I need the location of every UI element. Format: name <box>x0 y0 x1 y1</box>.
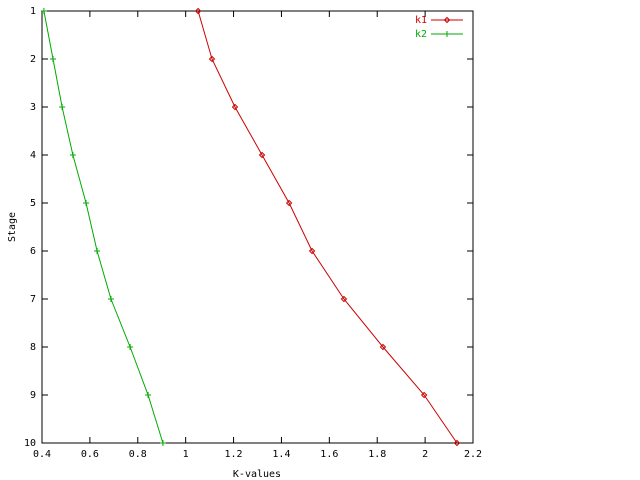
y-tick-label: 5 <box>30 198 36 209</box>
x-tick-label: 2 <box>422 449 428 460</box>
point-marker <box>107 296 114 302</box>
y-tick-label: 8 <box>30 342 36 353</box>
point-marker <box>40 8 47 14</box>
series-line <box>197 10 458 444</box>
point-marker <box>258 151 266 159</box>
legend-label: k2 <box>415 29 427 40</box>
point-marker <box>50 56 57 62</box>
point-marker <box>308 247 316 255</box>
y-tick-label: 1 <box>30 6 36 17</box>
point-marker <box>94 248 101 254</box>
x-tick-label: 1.6 <box>320 449 338 460</box>
y-tick-label: 4 <box>30 150 36 161</box>
y-tick-label: 10 <box>24 438 36 449</box>
legend-label: k1 <box>415 15 427 26</box>
y-axis-label: Stage <box>7 212 18 242</box>
point-marker <box>159 440 166 446</box>
x-tick-label: 0.4 <box>33 449 51 460</box>
y-tick-label: 7 <box>30 294 36 305</box>
point-marker <box>420 391 428 399</box>
y-tick-label: 3 <box>30 102 36 113</box>
series-line <box>43 10 164 444</box>
point-marker <box>127 344 134 350</box>
x-tick-label: 1.2 <box>225 449 243 460</box>
point-marker <box>231 103 239 111</box>
x-tick-label: 0.8 <box>129 449 147 460</box>
point-marker <box>453 439 461 447</box>
point-marker <box>379 343 387 351</box>
plot-border <box>41 10 474 444</box>
point-marker <box>59 104 66 110</box>
point-marker <box>208 55 216 63</box>
legend-marker <box>444 31 450 37</box>
point-marker <box>285 199 293 207</box>
x-axis-label: K-values <box>233 469 281 480</box>
y-tick-label: 2 <box>30 54 36 65</box>
x-tick-label: 1.8 <box>368 449 386 460</box>
y-tick-label: 9 <box>30 390 36 401</box>
point-marker <box>194 7 202 15</box>
y-tick-label: 6 <box>30 246 36 257</box>
point-marker <box>83 200 90 206</box>
point-marker <box>69 152 76 158</box>
x-tick-label: 1 <box>183 449 189 460</box>
point-marker <box>145 392 152 398</box>
x-tick-label: 1.4 <box>272 449 290 460</box>
x-tick-label: 2.2 <box>464 449 482 460</box>
x-tick-label: 0.6 <box>81 449 99 460</box>
legend-marker <box>443 16 451 24</box>
point-marker <box>340 295 348 303</box>
